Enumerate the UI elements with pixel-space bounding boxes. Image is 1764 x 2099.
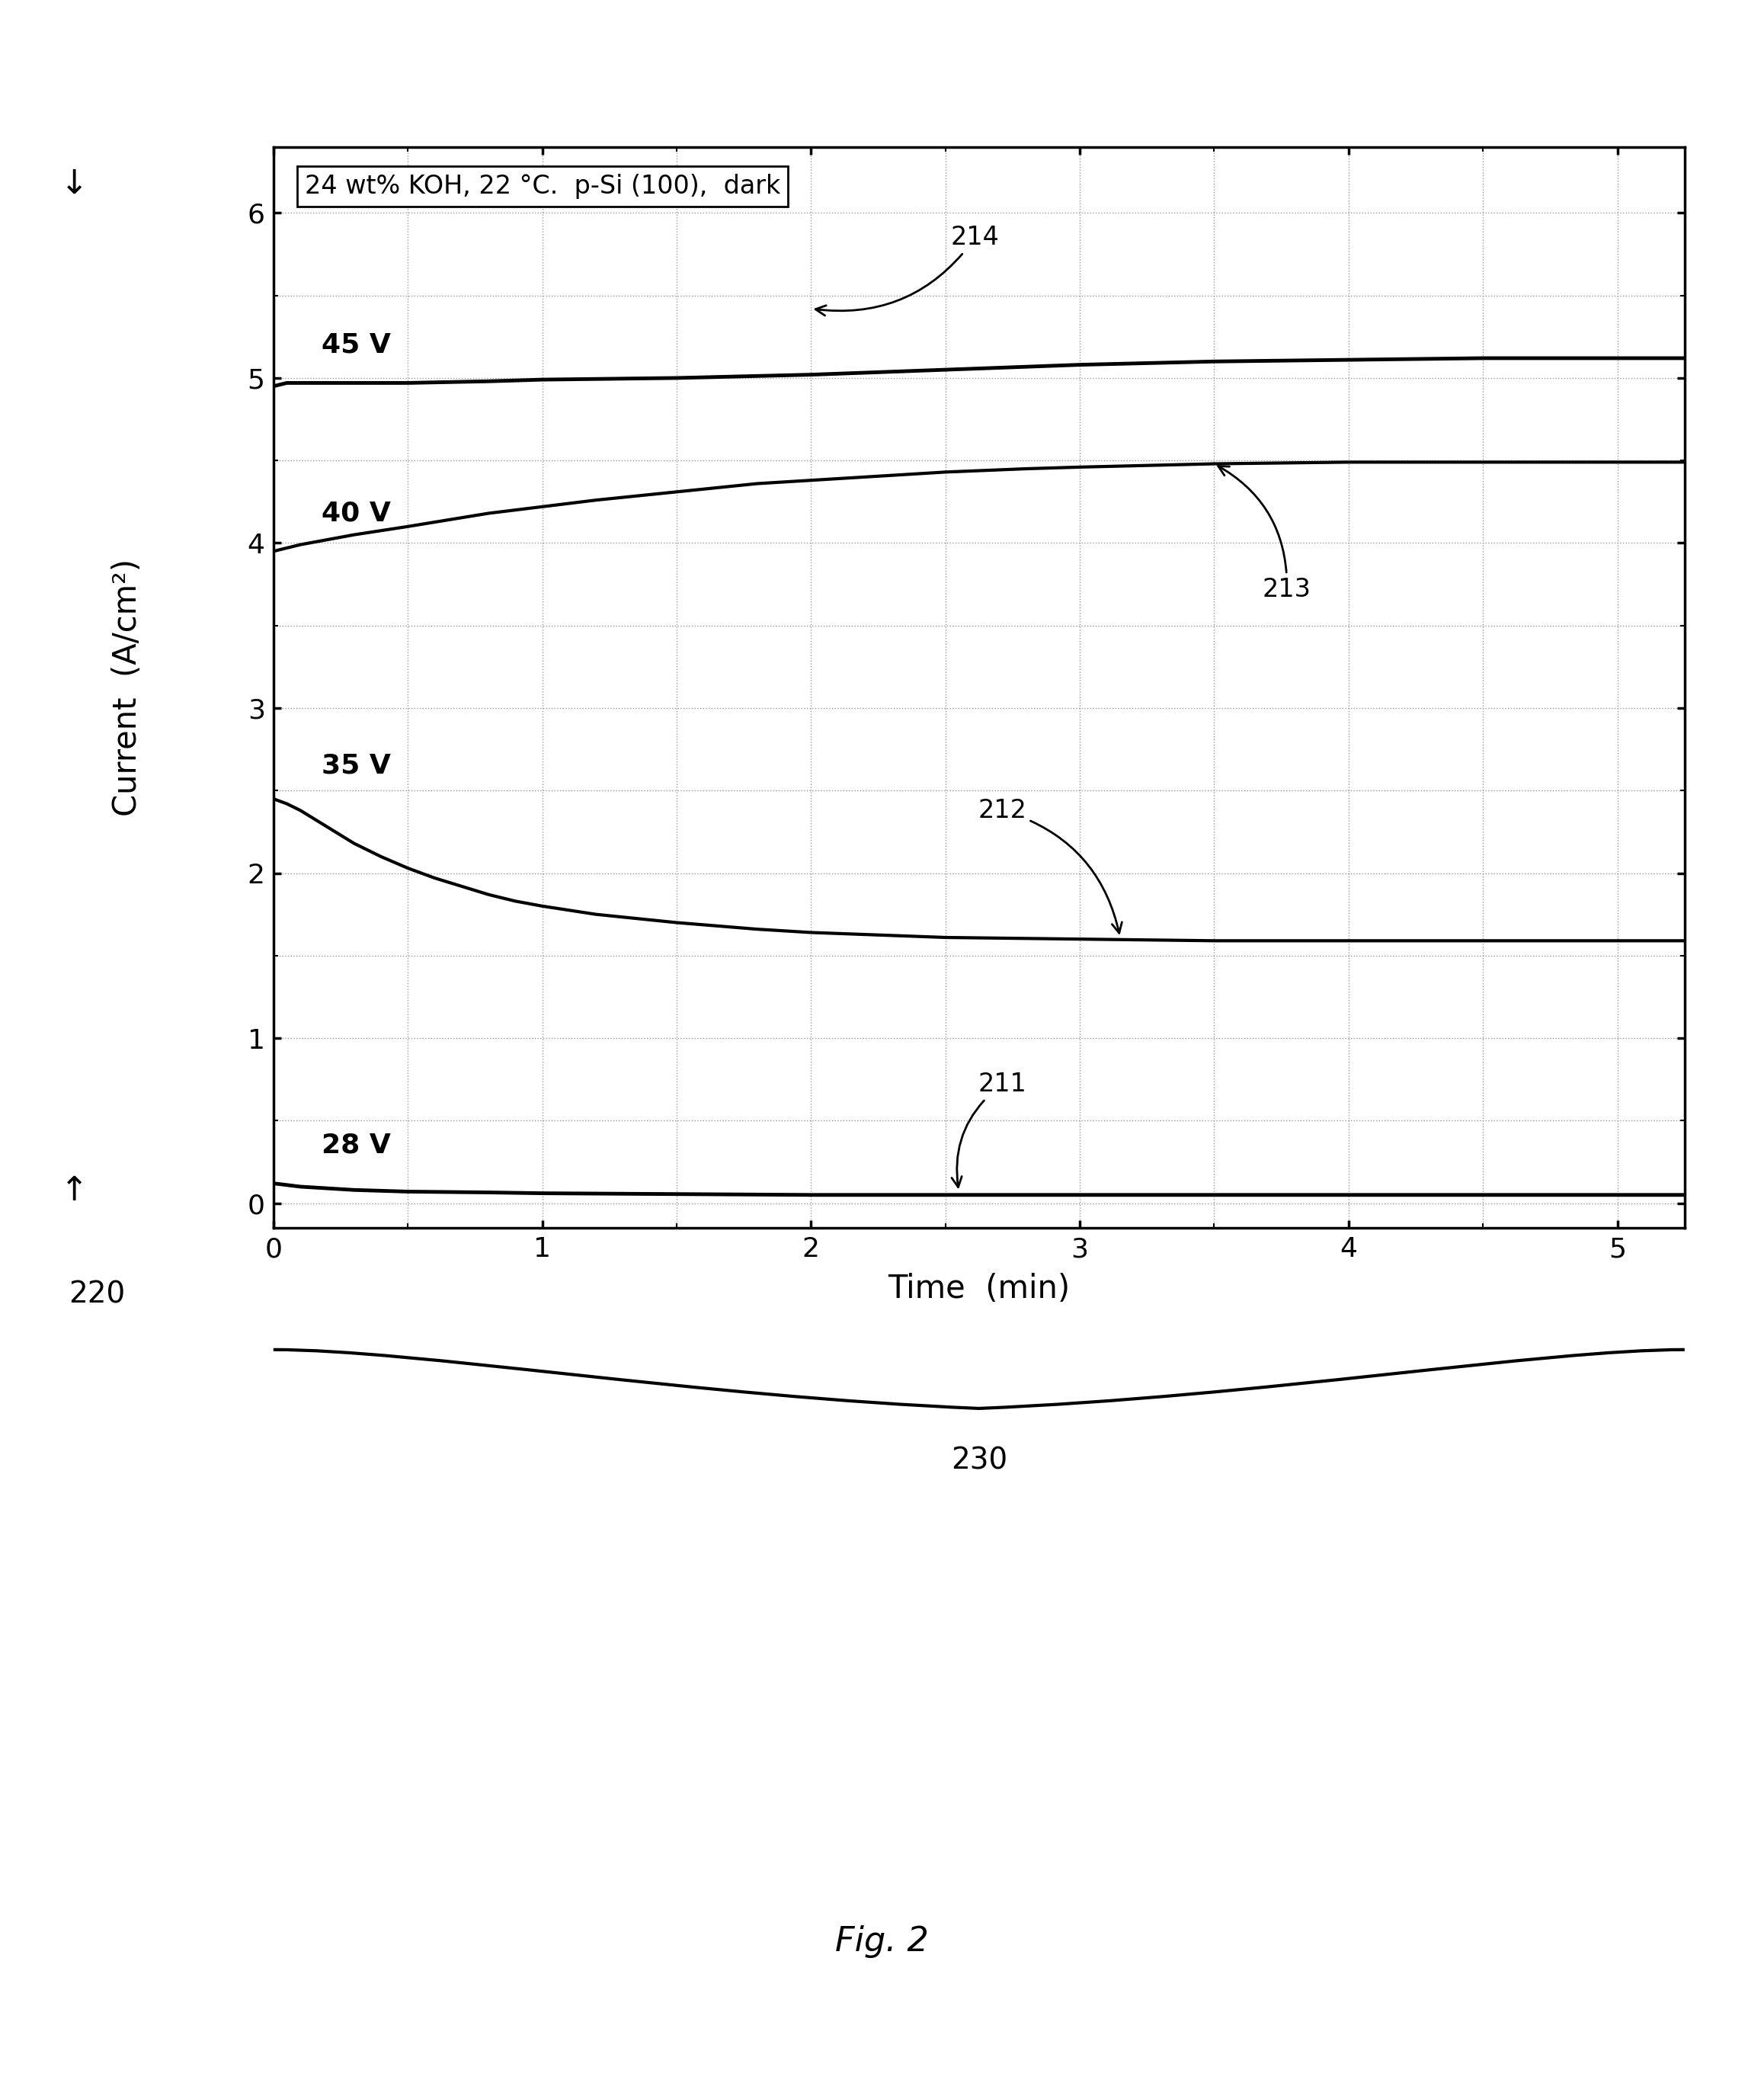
- Text: 45 V: 45 V: [321, 332, 392, 359]
- Text: ↓: ↓: [60, 168, 88, 202]
- Text: 40 V: 40 V: [321, 500, 392, 527]
- Text: 212: 212: [977, 798, 1122, 934]
- Text: 24 wt% KOH, 22 °C.  p-Si (100),  dark: 24 wt% KOH, 22 °C. p-Si (100), dark: [305, 174, 780, 199]
- Text: 28 V: 28 V: [321, 1133, 392, 1159]
- Text: Fig. 2: Fig. 2: [834, 1925, 930, 1958]
- Text: ↑: ↑: [60, 1173, 88, 1207]
- Text: Current  (A/cm²): Current (A/cm²): [111, 558, 143, 817]
- Text: 230: 230: [951, 1446, 1007, 1476]
- Text: 214: 214: [815, 225, 1000, 315]
- Text: 211: 211: [953, 1073, 1027, 1188]
- Text: 220: 220: [69, 1280, 125, 1310]
- Text: 213: 213: [1219, 466, 1311, 602]
- X-axis label: Time  (min): Time (min): [887, 1272, 1071, 1306]
- Text: 35 V: 35 V: [321, 754, 392, 779]
